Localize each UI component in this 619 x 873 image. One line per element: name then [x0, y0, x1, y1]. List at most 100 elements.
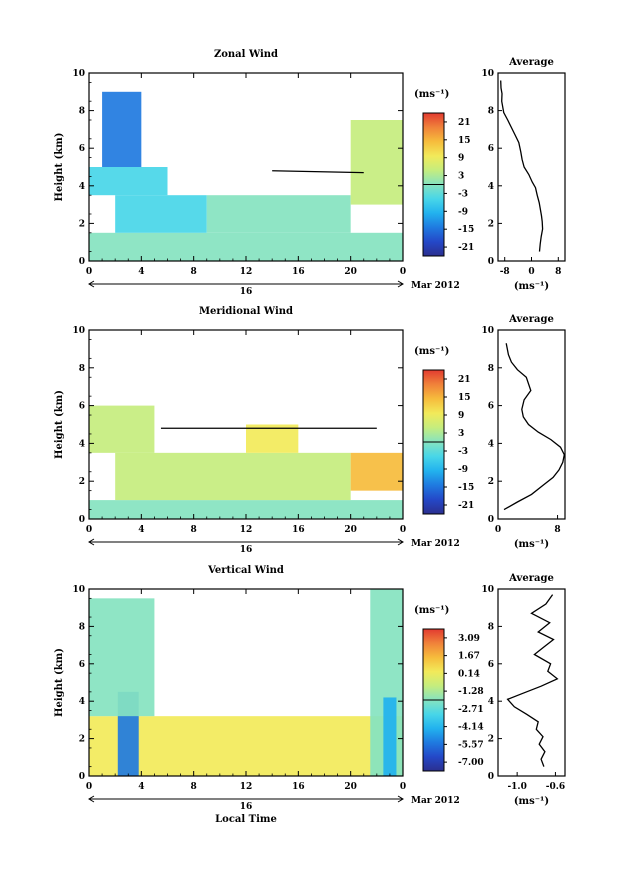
average-frame: [497, 329, 566, 520]
x-tick-label: 0: [86, 267, 92, 277]
x-tick-label: 12: [240, 782, 253, 792]
average-frame: [497, 588, 566, 777]
x-tick-label: 4: [138, 525, 144, 535]
date-label: 16: [240, 545, 253, 555]
y-tick-label: 2: [79, 219, 85, 229]
average-y-tick-label: 8: [488, 622, 494, 632]
colorbar-tick-label: 9: [458, 411, 464, 421]
x-tick-label: 8: [191, 267, 197, 277]
date-arrow-right: [397, 795, 404, 803]
colorbar-tick-label: 3.09: [458, 634, 480, 644]
heatmap-cell: [89, 500, 403, 519]
colorbar-tick-label: -21: [458, 243, 474, 253]
heatmap-cell: [383, 697, 397, 776]
date-arrow-left: [88, 795, 95, 803]
average-x-tick-label: 0: [495, 525, 501, 535]
average-y-tick-label: 2: [488, 735, 494, 745]
y-tick-label: 8: [79, 364, 85, 374]
x-tick-label: 4: [138, 782, 144, 792]
colorbar-tick-label: 15: [458, 136, 471, 146]
colorbar-tick-label: -2.71: [458, 705, 484, 715]
x-tick-label: 16: [292, 267, 305, 277]
y-tick-label: 10: [72, 69, 85, 79]
colorbar-tick-label: 9: [458, 154, 464, 164]
average-profile-line: [500, 80, 544, 252]
month-label: Mar 2012: [411, 796, 460, 806]
average-x-unit: (ms⁻¹): [514, 539, 549, 550]
y-tick-label: 4: [79, 439, 85, 449]
heatmap-cell: [350, 120, 403, 205]
average-title: Average: [508, 57, 554, 68]
date-label: 16: [240, 802, 253, 812]
average-y-tick-label: 0: [488, 515, 494, 525]
average-y-tick-label: 0: [488, 257, 494, 267]
y-tick-label: 0: [79, 515, 85, 525]
heatmap-cell: [206, 195, 351, 233]
average-y-tick-label: 10: [481, 326, 494, 336]
average-title: Average: [508, 573, 554, 584]
average-y-tick-label: 0: [488, 772, 494, 782]
heatmap-cell: [89, 167, 168, 196]
colorbar-tick-label: -15: [458, 483, 474, 493]
y-tick-label: 2: [79, 735, 85, 745]
x-tick-label: 8: [191, 525, 197, 535]
x-tick-label: 20: [344, 782, 357, 792]
y-tick-label: 8: [79, 622, 85, 632]
colorbar-tick-label: -9: [458, 207, 468, 217]
average-x-unit: (ms⁻¹): [514, 281, 549, 292]
heatmap-cell: [89, 598, 155, 717]
y-axis-label: Height (km): [54, 648, 65, 717]
average-x-tick-label: 8: [555, 267, 561, 277]
x-tick-label: 20: [344, 267, 357, 277]
colorbar-tick-label: -15: [458, 225, 474, 235]
heatmap-cell: [115, 195, 207, 233]
month-label: Mar 2012: [411, 281, 460, 291]
average-x-tick-label: -0.6: [546, 782, 565, 792]
colorbar-tick-label: 21: [458, 375, 471, 385]
x-tick-label: 12: [240, 267, 253, 277]
date-arrow-left: [88, 280, 95, 288]
colorbar-tick-label: -5.57: [458, 740, 484, 750]
colorbar-tick-label: 21: [458, 118, 471, 128]
x-tick-label: 8: [191, 782, 197, 792]
x-tick-label: 0: [400, 782, 406, 792]
colorbar-unit-label: (ms⁻¹): [414, 605, 449, 616]
y-tick-label: 0: [79, 772, 85, 782]
average-x-tick-label: -1.0: [507, 782, 526, 792]
y-axis-label: Height (km): [54, 133, 65, 202]
boundary-line: [272, 170, 364, 174]
x-tick-label: 16: [292, 782, 305, 792]
x-tick-label: 0: [400, 267, 406, 277]
heatmap-cell: [102, 91, 142, 167]
average-y-tick-label: 4: [488, 182, 494, 192]
y-tick-label: 4: [79, 697, 85, 707]
average-y-tick-label: 10: [481, 585, 494, 595]
x-tick-label: 20: [344, 525, 357, 535]
colorbar-tick-label: -9: [458, 465, 468, 475]
average-y-tick-label: 8: [488, 107, 494, 117]
heatmap-cell: [350, 452, 403, 491]
average-frame: [497, 72, 566, 262]
y-tick-label: 10: [72, 326, 85, 336]
heatmap-cell: [89, 716, 403, 776]
chart-title: Vertical Wind: [207, 565, 284, 576]
average-profile-line: [503, 343, 565, 511]
colorbar-tick-label: -1.28: [458, 687, 484, 697]
colorbar-tick-label: -7.00: [458, 758, 484, 768]
y-tick-label: 0: [79, 257, 85, 267]
colorbar-tick-label: 3: [458, 172, 464, 182]
average-y-tick-label: 4: [488, 697, 494, 707]
x-tick-label: 0: [86, 525, 92, 535]
average-y-tick-label: 6: [488, 144, 494, 154]
average-title: Average: [508, 314, 554, 325]
y-tick-label: 4: [79, 182, 85, 192]
month-label: Mar 2012: [411, 539, 460, 549]
x-tick-label: 0: [86, 782, 92, 792]
x-tick-label: 16: [292, 525, 305, 535]
average-y-tick-label: 8: [488, 364, 494, 374]
average-y-tick-label: 6: [488, 402, 494, 412]
chart-title: Meridional Wind: [199, 306, 293, 317]
